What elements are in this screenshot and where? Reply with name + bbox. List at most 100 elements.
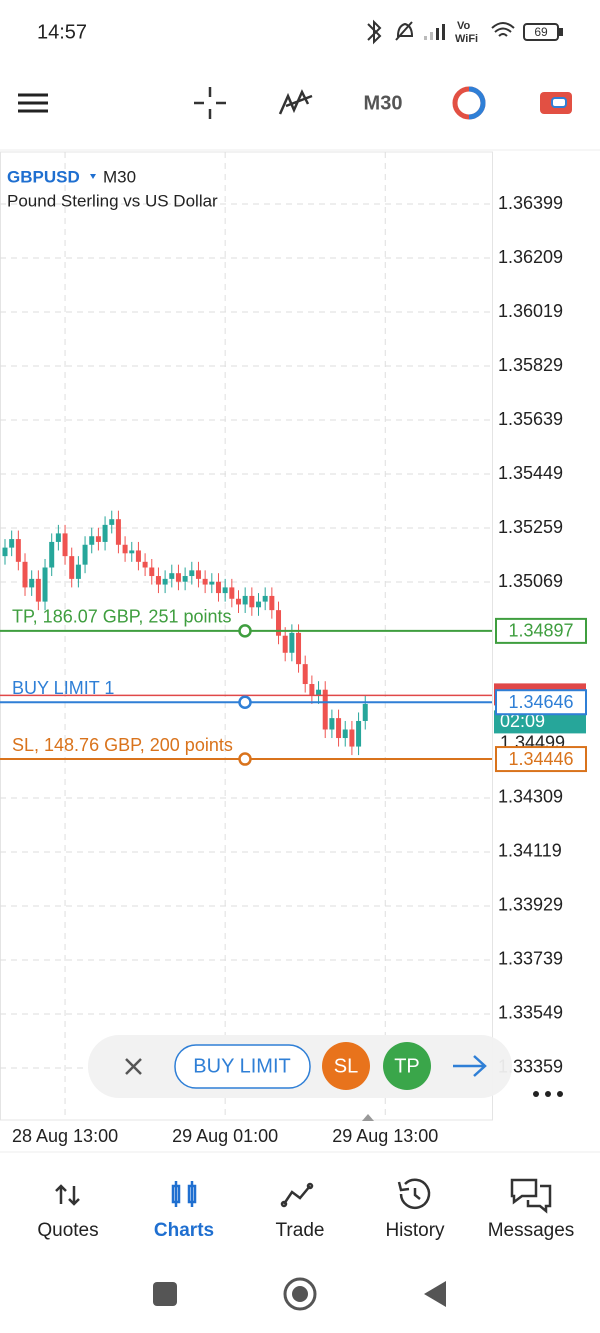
level-label: TP, 186.07 GBP, 251 points xyxy=(12,607,232,627)
candle-body xyxy=(342,729,348,739)
candle-body xyxy=(155,576,161,585)
candle-body xyxy=(356,720,362,747)
recents-button[interactable] xyxy=(153,1282,177,1306)
level-handle[interactable] xyxy=(238,624,252,638)
symbol-dropdown[interactable] xyxy=(90,174,96,179)
candle-body xyxy=(362,703,368,721)
candle-body xyxy=(189,570,195,577)
level-handle[interactable] xyxy=(238,695,252,709)
candle-body xyxy=(262,595,268,602)
candle-body xyxy=(329,718,335,730)
home-button[interactable] xyxy=(283,1277,317,1311)
tp-label[interactable]: TP xyxy=(394,1055,420,1077)
account-button[interactable] xyxy=(540,92,572,114)
level-price: 1.34646 xyxy=(508,692,573,712)
level-tag xyxy=(495,746,587,773)
candle-body xyxy=(15,539,21,562)
level-price: 1.34446 xyxy=(508,749,573,769)
candle-body xyxy=(122,544,128,554)
sl-button[interactable] xyxy=(322,1042,370,1090)
candle-body xyxy=(309,684,315,696)
candle-body xyxy=(95,536,101,542)
candle-body xyxy=(182,576,188,582)
y-tick-label: 1.33549 xyxy=(498,1003,563,1023)
plot-border xyxy=(0,151,493,1121)
candle-body xyxy=(162,578,168,585)
candle-body xyxy=(322,689,328,730)
candle-body xyxy=(142,561,148,568)
candle-body xyxy=(282,635,288,653)
scroll-marker xyxy=(362,1114,374,1121)
back-button[interactable] xyxy=(424,1281,446,1307)
next-button[interactable] xyxy=(453,1055,487,1077)
candle-body xyxy=(215,581,221,594)
candle-body xyxy=(349,729,355,747)
level-handle[interactable] xyxy=(238,752,252,766)
candle-body xyxy=(269,595,275,611)
candle-body xyxy=(209,581,215,585)
candle-body xyxy=(249,595,255,608)
candle-body xyxy=(62,533,68,557)
candle-body xyxy=(302,664,308,685)
y-tick-label: 1.34119 xyxy=(498,841,562,861)
y-tick-label: 1.34309 xyxy=(498,787,563,807)
chart-subtitle: Pound Sterling vs US Dollar xyxy=(7,191,218,210)
vowifi: WiFi xyxy=(455,33,478,45)
candle-body xyxy=(9,539,15,548)
nav-item[interactable]: History xyxy=(385,1220,445,1241)
y-tick-label: 1.35829 xyxy=(498,355,563,375)
order-type[interactable]: BUY LIMIT xyxy=(193,1055,290,1077)
candle-body xyxy=(49,541,55,568)
y-tick-label: 1.36209 xyxy=(498,247,563,267)
candle-body xyxy=(149,567,155,577)
y-tick-label: 1.35639 xyxy=(498,409,563,429)
nav-item[interactable]: Charts xyxy=(154,1220,214,1241)
candle-body xyxy=(102,524,108,542)
candle-body xyxy=(29,578,35,588)
trade-clock-button[interactable] xyxy=(452,86,486,120)
more-button[interactable] xyxy=(533,1091,563,1097)
y-tick-label: 1.33739 xyxy=(498,949,563,969)
candle-body xyxy=(222,587,228,594)
y-tick-label: 1.35259 xyxy=(498,517,563,537)
candle-body xyxy=(75,564,81,579)
level-tag xyxy=(495,689,587,716)
clock: 14:57 xyxy=(37,21,87,43)
y-tick-label: 1.36399 xyxy=(498,193,563,213)
order-type-button[interactable] xyxy=(174,1044,311,1089)
candle-body xyxy=(135,550,141,562)
candle-body xyxy=(169,573,175,579)
candle-body xyxy=(336,718,342,739)
sl-label[interactable]: SL xyxy=(334,1055,358,1077)
candle-body xyxy=(69,556,75,579)
candle-body xyxy=(89,536,95,545)
candle-body xyxy=(129,550,135,554)
candle-body xyxy=(55,533,61,542)
nav-item[interactable]: Quotes xyxy=(37,1220,98,1241)
crosshair-button[interactable] xyxy=(194,87,226,119)
vowifi: Vo xyxy=(457,20,471,32)
candle-body xyxy=(35,578,41,602)
candle-body xyxy=(82,544,88,565)
y-tick-label: 1.35069 xyxy=(498,571,563,591)
candle-body xyxy=(195,570,201,579)
level-label: SL, 148.76 GBP, 200 points xyxy=(12,735,233,755)
candle-body xyxy=(229,587,235,599)
tp-button[interactable] xyxy=(383,1042,431,1090)
order-panel: BUY LIMIT SL TP xyxy=(88,1035,512,1098)
y-tick-label: 1.36019 xyxy=(498,301,563,321)
candle-body xyxy=(202,578,208,585)
timer-bg xyxy=(494,710,586,734)
timeframe-button[interactable]: M30 xyxy=(364,92,403,114)
nav-item[interactable]: Messages xyxy=(488,1220,575,1241)
y-tick-label: 1.33929 xyxy=(498,895,563,915)
y-tick-label: 1.33359 xyxy=(498,1057,563,1077)
close-button[interactable] xyxy=(125,1058,142,1075)
y-tick-label: 1.35449 xyxy=(498,463,563,483)
nav-item[interactable]: Trade xyxy=(276,1220,325,1241)
symbol[interactable]: GBPUSD xyxy=(7,167,80,186)
candle-body xyxy=(115,519,121,545)
menu-button[interactable] xyxy=(18,93,48,113)
indicators-button[interactable] xyxy=(278,89,313,115)
